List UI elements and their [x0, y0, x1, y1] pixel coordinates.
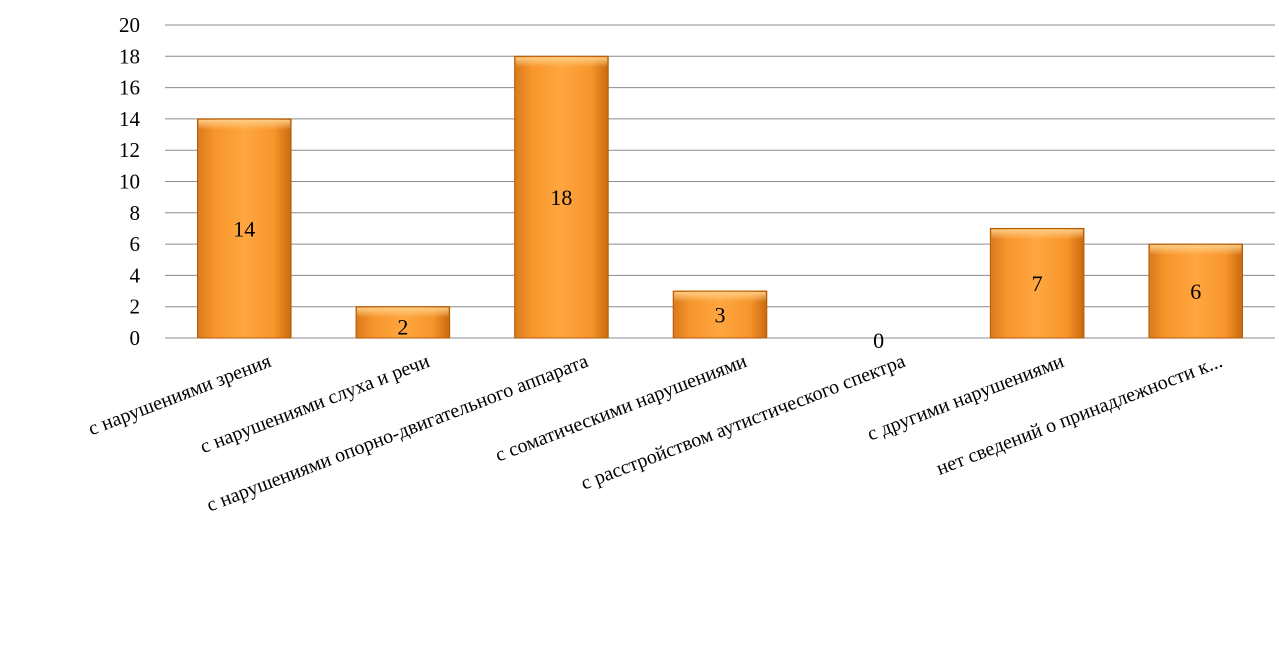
data-label: 14 [233, 216, 255, 241]
y-axis-tick-labels: 0 2 4 6 8 10 12 14 16 18 20 [119, 13, 141, 350]
data-label: 3 [715, 303, 726, 328]
bar-highlight [674, 292, 766, 303]
bar [989, 227, 1085, 339]
bar-group [1148, 243, 1243, 339]
data-label: 2 [397, 314, 408, 339]
x-category-label: с соматическими нарушениями [492, 350, 750, 466]
gridlines [165, 24, 1275, 339]
bar-highlight [198, 119, 291, 130]
bar-group [514, 55, 609, 339]
data-label: 18 [550, 185, 572, 210]
bar-highlight [357, 307, 449, 318]
bar-group [672, 290, 768, 339]
y-tick-label: 4 [130, 263, 141, 287]
y-tick-label: 16 [119, 76, 140, 100]
data-label: 0 [873, 328, 884, 353]
bar-group [197, 118, 292, 339]
y-tick-label: 0 [130, 326, 141, 350]
x-category-label: нет сведений о принадлежности к... [933, 350, 1225, 480]
bar [197, 118, 292, 339]
data-label: 6 [1190, 279, 1201, 304]
bars [197, 55, 1243, 339]
bar [1148, 243, 1243, 339]
y-tick-label: 18 [119, 44, 140, 68]
y-tick-label: 2 [130, 295, 141, 319]
bar-highlight [1149, 245, 1242, 256]
bar-highlight [991, 229, 1083, 240]
y-tick-label: 10 [119, 170, 140, 194]
y-tick-label: 8 [130, 201, 141, 225]
bar-group [355, 306, 451, 339]
y-tick-label: 20 [119, 13, 140, 37]
data-label: 7 [1032, 271, 1043, 296]
y-tick-label: 12 [119, 138, 140, 162]
bar-highlight [515, 57, 608, 68]
bar [514, 55, 609, 339]
y-tick-label: 6 [130, 232, 141, 256]
data-labels: 14 2 18 3 0 7 6 [233, 185, 1201, 353]
y-tick-label: 14 [119, 107, 141, 131]
bar-group [989, 227, 1085, 339]
